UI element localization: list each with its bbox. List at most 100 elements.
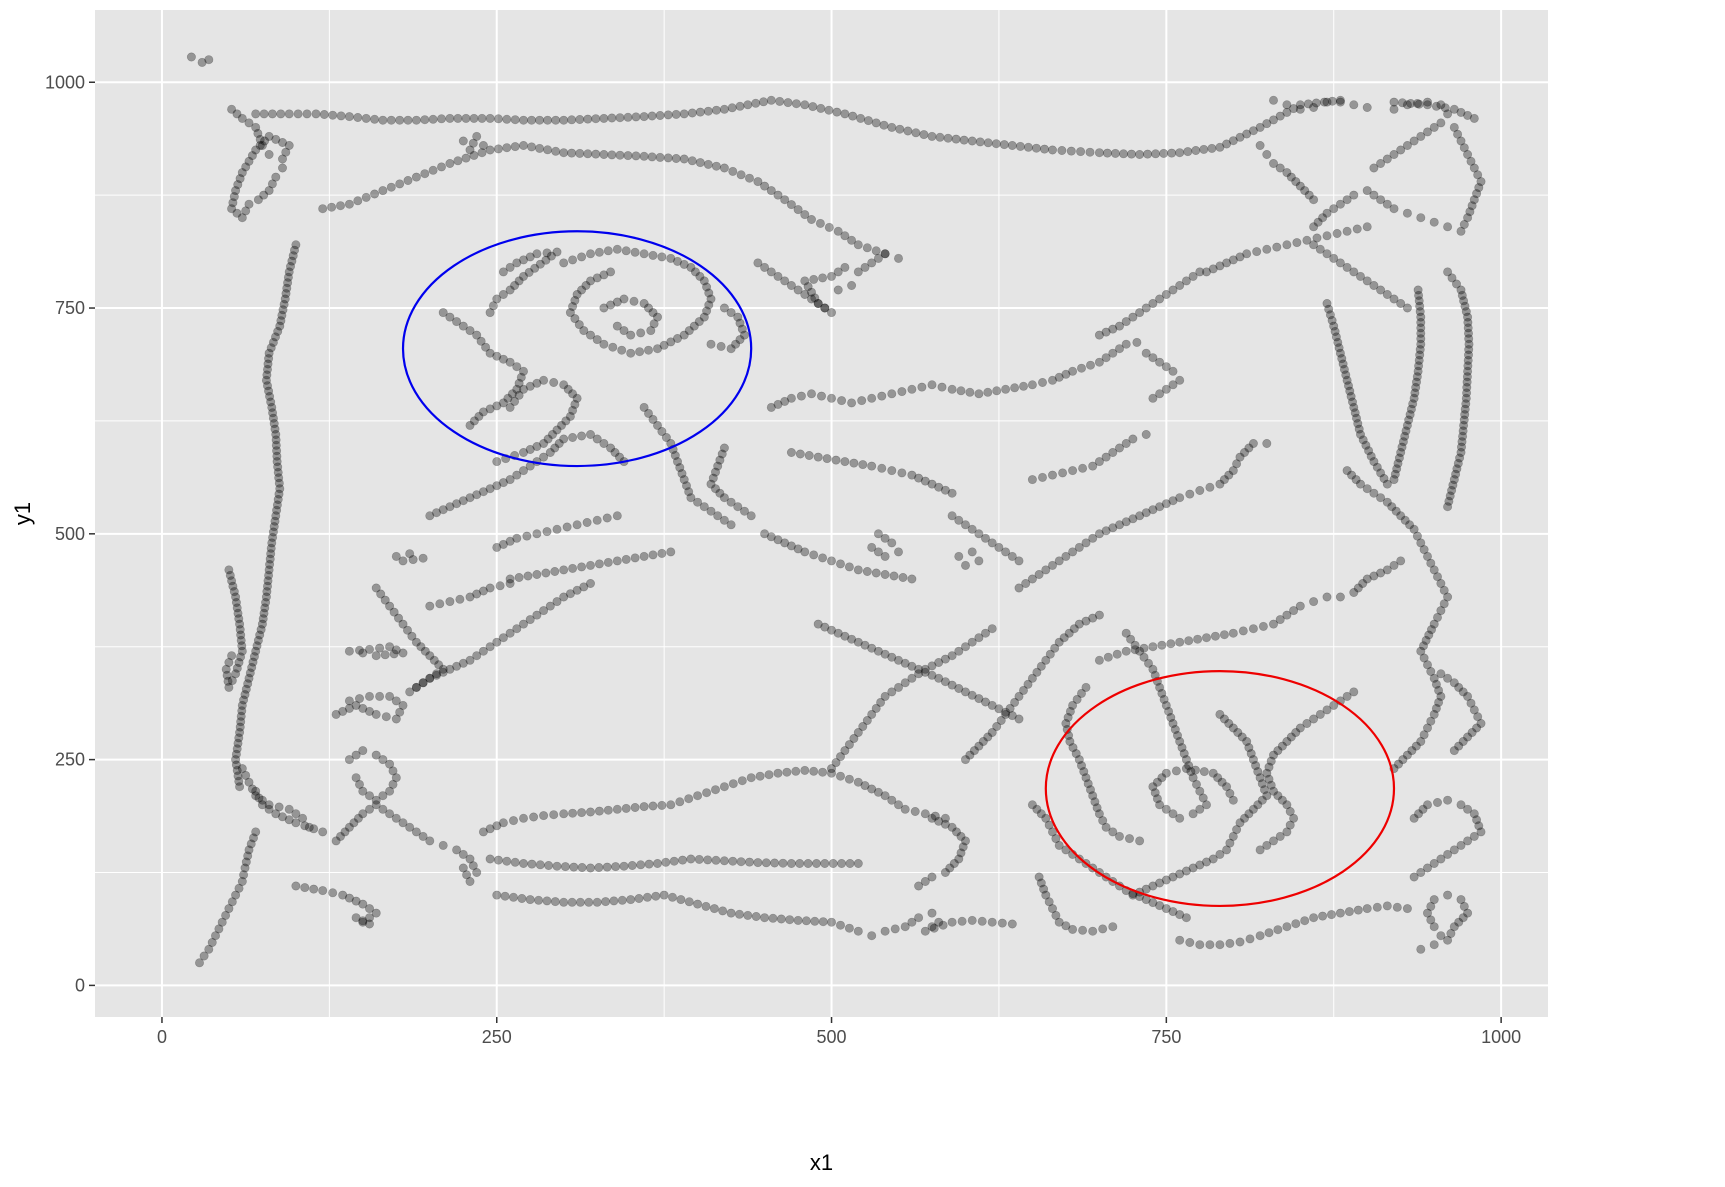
data-point xyxy=(1041,565,1051,575)
data-point xyxy=(831,455,841,465)
data-point xyxy=(655,111,665,121)
data-point xyxy=(1224,470,1234,480)
data-point xyxy=(328,110,338,120)
data-point xyxy=(1244,443,1254,453)
data-point xyxy=(371,651,381,661)
data-point xyxy=(1195,860,1205,870)
data-point xyxy=(1258,621,1268,631)
data-point xyxy=(639,249,649,259)
data-point xyxy=(1222,139,1232,149)
data-point xyxy=(967,915,977,925)
data-point xyxy=(398,619,408,629)
data-point xyxy=(992,386,1002,396)
data-point xyxy=(1098,816,1108,826)
data-point xyxy=(277,163,287,173)
data-point xyxy=(1415,307,1425,317)
data-point xyxy=(1248,755,1258,765)
data-point xyxy=(1219,475,1229,485)
data-point xyxy=(525,381,535,391)
data-point xyxy=(657,548,667,558)
data-point xyxy=(957,916,967,926)
data-point xyxy=(1332,229,1342,239)
data-point xyxy=(1458,431,1468,441)
data-point xyxy=(977,916,987,926)
data-point xyxy=(514,390,524,400)
data-point xyxy=(1065,706,1075,716)
data-point xyxy=(431,669,441,679)
data-point xyxy=(840,231,850,241)
data-point xyxy=(1463,366,1473,376)
data-point xyxy=(236,630,246,640)
data-point xyxy=(1023,142,1033,152)
data-point xyxy=(585,807,595,817)
data-point xyxy=(195,958,205,968)
data-point xyxy=(945,863,955,873)
data-point xyxy=(1054,372,1064,382)
data-point xyxy=(1193,634,1203,644)
data-point xyxy=(266,343,276,353)
data-point xyxy=(1333,337,1343,347)
data-point xyxy=(863,116,873,126)
data-point xyxy=(1292,238,1302,248)
data-point xyxy=(930,811,940,821)
data-point xyxy=(940,654,950,664)
data-point xyxy=(229,192,239,202)
data-point xyxy=(840,109,850,119)
data-point xyxy=(1419,653,1429,663)
data-point xyxy=(562,522,572,532)
data-point xyxy=(263,359,273,369)
data-point xyxy=(1414,296,1424,306)
data-point xyxy=(1443,849,1453,859)
data-point xyxy=(237,641,247,651)
data-point xyxy=(1272,242,1282,252)
data-point xyxy=(887,538,897,548)
data-point xyxy=(508,892,518,902)
data-point xyxy=(1416,213,1426,223)
data-point xyxy=(1452,464,1462,474)
data-point xyxy=(737,324,747,334)
data-point xyxy=(960,687,970,697)
data-point xyxy=(477,113,487,123)
data-point xyxy=(318,204,328,214)
data-point xyxy=(791,766,801,776)
data-point xyxy=(539,811,549,821)
data-point xyxy=(1342,262,1352,272)
data-point xyxy=(556,420,566,430)
data-point xyxy=(1015,141,1025,151)
data-point xyxy=(549,810,559,820)
data-point xyxy=(1349,190,1359,200)
data-point xyxy=(949,858,959,868)
data-point xyxy=(951,827,961,837)
data-point xyxy=(1195,804,1205,814)
data-point xyxy=(967,524,977,534)
data-point xyxy=(652,420,662,430)
data-point xyxy=(739,506,749,516)
y-tick-label: 0 xyxy=(75,975,85,995)
data-point xyxy=(758,97,768,107)
data-point xyxy=(1434,697,1444,707)
data-point xyxy=(663,110,673,120)
data-point xyxy=(254,793,264,803)
data-point xyxy=(1175,910,1185,920)
data-point xyxy=(229,587,239,597)
data-point xyxy=(803,858,813,868)
data-point xyxy=(1439,585,1449,595)
data-point xyxy=(518,447,528,457)
data-point xyxy=(1101,353,1111,363)
data-points xyxy=(186,52,1486,968)
data-point xyxy=(1369,280,1379,290)
data-point xyxy=(251,145,261,155)
data-point xyxy=(438,664,448,674)
data-point xyxy=(1068,924,1078,934)
data-point xyxy=(391,551,401,561)
data-point xyxy=(1127,149,1137,159)
data-point xyxy=(231,597,241,607)
data-point xyxy=(943,133,953,143)
data-point xyxy=(760,529,770,539)
data-point xyxy=(577,285,587,295)
data-point xyxy=(1161,875,1171,885)
data-point xyxy=(1054,637,1064,647)
data-point xyxy=(840,262,850,272)
data-point xyxy=(207,937,217,947)
data-point xyxy=(405,549,415,559)
